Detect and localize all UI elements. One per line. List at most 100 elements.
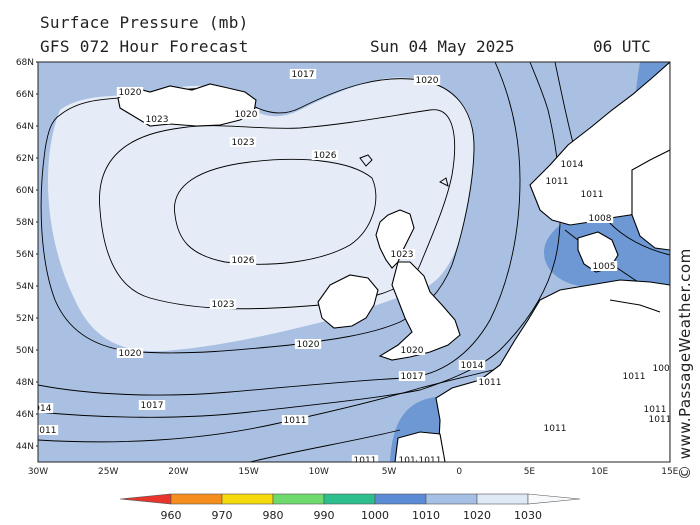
legend-segment: [221, 493, 274, 505]
isobar-label: 1011: [544, 424, 567, 434]
isobar-label-bg: [38, 425, 59, 435]
isobar-label: 1011: [479, 378, 502, 388]
map-frame: [37, 61, 671, 463]
lat-label-68N: 68N: [16, 58, 34, 68]
isobar-label: 1005: [593, 262, 616, 272]
legend-label-1000: 1000: [361, 509, 389, 522]
isobar-label: 1008: [653, 364, 676, 374]
isobar-1026: [174, 158, 377, 265]
lat-label-54N: 54N: [16, 282, 34, 292]
legend-segment: [374, 493, 427, 505]
isobar-1017: [38, 62, 521, 396]
isobar-label-bg: [289, 69, 317, 79]
lat-label-60N: 60N: [16, 186, 34, 196]
isobar-label-bg: [143, 114, 171, 124]
isobar-label-bg: [558, 159, 586, 169]
isobar-label-bg: [398, 371, 426, 381]
lon-label-15E: 15E: [661, 467, 678, 477]
isobar-1011-d: [249, 429, 401, 462]
lat-label-58N: 58N: [16, 218, 34, 228]
isobar-label-bg: [458, 360, 486, 370]
isobar-label: 1020: [119, 349, 142, 359]
isobar-label: 1020: [416, 76, 439, 86]
isobar-label-bg: [116, 348, 144, 358]
land-iberia: [394, 431, 446, 462]
legend-label-1030: 1030: [514, 509, 542, 522]
map-area: 1020102310261026102310201017101410111011…: [29, 62, 676, 466]
isobar-label: 1011: [284, 416, 307, 426]
lat-label-46N: 46N: [16, 410, 34, 420]
isobar-label-bg: [229, 137, 257, 147]
isobar-label: 1011: [354, 456, 377, 466]
legend-label-1020: 1020: [463, 509, 491, 522]
legend-label-970: 970: [212, 509, 233, 522]
isobar-label-bg: [138, 400, 166, 410]
isobar-label: 1011: [546, 177, 569, 187]
isobar-label: 1020: [119, 88, 142, 98]
lon-label-10W: 10W: [309, 467, 329, 477]
lon-label-20W: 20W: [168, 467, 188, 477]
lat-label-64N: 64N: [16, 122, 34, 132]
isobar-label: 1023: [212, 300, 235, 310]
isobar-label: 1023: [391, 250, 414, 260]
forecast-subtitle: GFS 072 Hour Forecast: [40, 37, 249, 56]
legend-segment: [527, 493, 581, 505]
isobar-label: 1020: [297, 340, 320, 350]
isobar-label-bg: [590, 261, 618, 271]
isobar-label-bg: [232, 109, 260, 119]
isobar-label-bg: [38, 403, 54, 413]
isobar-label-bg: [413, 75, 441, 85]
legend-segment: [272, 493, 325, 505]
map-title: Surface Pressure (mb): [40, 13, 249, 32]
isobar-label: 1014: [399, 456, 422, 466]
isobar-label: 1026: [232, 256, 255, 266]
isobar-label-bg: [476, 377, 504, 387]
lat-label-48N: 48N: [16, 378, 34, 388]
legend-segment: [425, 493, 478, 505]
legend-label-1010: 1010: [412, 509, 440, 522]
isobar-label: 1020: [235, 110, 258, 120]
isobar-label: 1014: [461, 361, 484, 371]
isobar-label-bg: [229, 255, 257, 265]
lon-label-5W: 5W: [382, 467, 397, 477]
lon-label-25W: 25W: [98, 467, 118, 477]
lat-label-50N: 50N: [16, 346, 34, 356]
isobar-label: 1014: [561, 160, 584, 170]
isobar-label-bg: [646, 414, 670, 424]
isobar-label-bg: [116, 87, 144, 97]
lon-label-0: 0: [456, 467, 462, 477]
land-sweden: [631, 149, 670, 251]
isobar-label: 1011: [644, 405, 667, 415]
isobar-label-bg: [650, 363, 670, 373]
isobar-label-bg: [209, 299, 237, 309]
isobar-label: 1011: [649, 415, 672, 425]
isobar-label-bg: [396, 455, 424, 462]
isobar-label: 1023: [232, 138, 255, 148]
land-continent: [435, 279, 670, 462]
isobar-label-bg: [586, 213, 614, 223]
isobar-label: 1011: [419, 456, 442, 466]
legend-label-980: 980: [263, 509, 284, 522]
isobar-label-bg: [416, 455, 444, 462]
isobar-label: 1011: [34, 426, 57, 436]
longitude-labels: 30W 25W 20W 15W 10W 5W 0 5E 10E 15E: [28, 467, 679, 477]
isobar-label-bg: [641, 404, 669, 414]
lon-label-30W: 30W: [28, 467, 48, 477]
land-ireland: [317, 274, 379, 329]
isobar-label: 1020: [401, 346, 424, 356]
legend-segment: [119, 493, 172, 505]
isobar-label-bg: [388, 249, 416, 259]
isobar-labels: 1020102310261026102310201017101410111011…: [29, 69, 676, 466]
isobar-label-bg: [578, 189, 606, 199]
lon-label-15W: 15W: [238, 467, 258, 477]
legend-segment: [476, 493, 529, 505]
isobar-label: 1011: [581, 190, 604, 200]
isobar-label-bg: [620, 371, 648, 381]
isobar-label: 1023: [146, 115, 169, 125]
legend-segment: [170, 493, 223, 505]
isobar-label-bg: [351, 455, 379, 462]
legend-segment: [323, 493, 376, 505]
isobar-label-bg: [541, 423, 569, 433]
isobar-label: 1014: [29, 404, 52, 414]
